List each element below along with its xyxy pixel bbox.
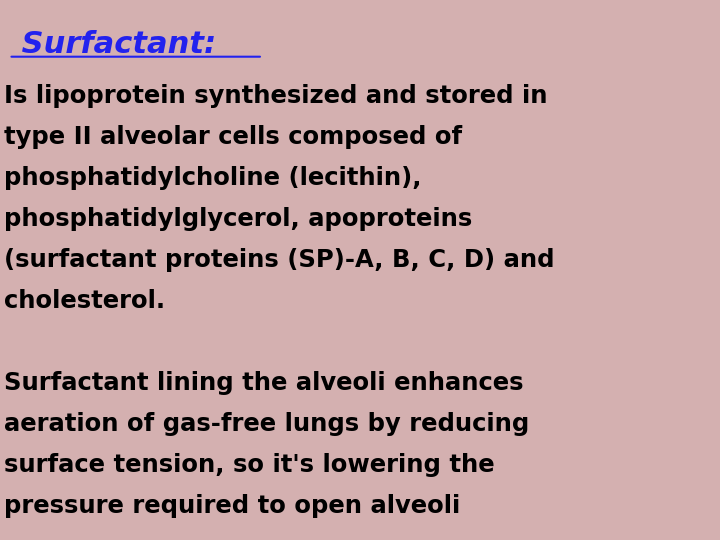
Text: surface tension, so it's lowering the: surface tension, so it's lowering the [4, 453, 494, 477]
Text: Surfactant:: Surfactant: [11, 30, 216, 59]
Text: phosphatidylglycerol, apoproteins: phosphatidylglycerol, apoproteins [4, 207, 472, 231]
Text: phosphatidylcholine (lecithin),: phosphatidylcholine (lecithin), [4, 166, 421, 190]
Text: aeration of gas-free lungs by reducing: aeration of gas-free lungs by reducing [4, 412, 529, 436]
Text: (surfactant proteins (SP)-A, B, C, D) and: (surfactant proteins (SP)-A, B, C, D) an… [4, 248, 554, 272]
Text: pressure required to open alveoli: pressure required to open alveoli [4, 494, 460, 518]
Text: type II alveolar cells composed of: type II alveolar cells composed of [4, 125, 462, 148]
Text: Is lipoprotein synthesized and stored in: Is lipoprotein synthesized and stored in [4, 84, 547, 107]
Text: cholesterol.: cholesterol. [4, 289, 165, 313]
Text: Surfactant lining the alveoli enhances: Surfactant lining the alveoli enhances [4, 371, 523, 395]
